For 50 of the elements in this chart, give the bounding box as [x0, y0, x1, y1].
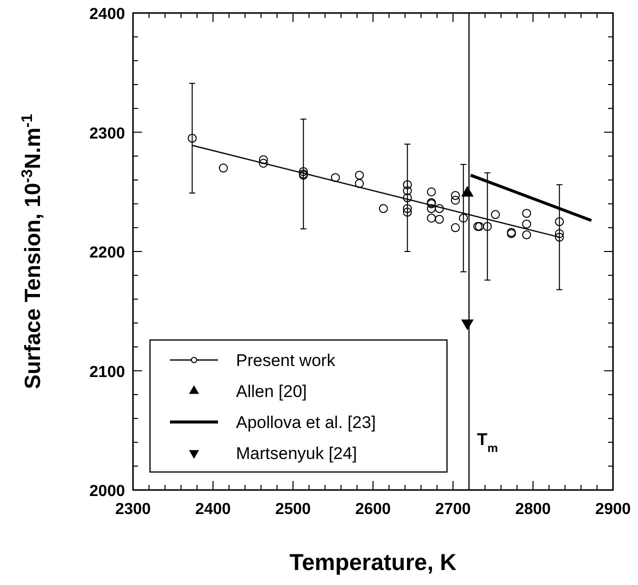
x-tick-label: 2900 [595, 501, 631, 518]
legend-label: Apollova et al. [23] [236, 413, 376, 432]
ref-line-label: T$_{m}$ [477, 430, 498, 455]
point [458, 214, 468, 223]
point [402, 186, 412, 196]
point [522, 220, 532, 229]
x-axis-title: Temperature, K [289, 549, 457, 575]
x-tick-label: 2600 [355, 501, 391, 518]
point [522, 208, 532, 218]
point [258, 155, 268, 164]
point [554, 217, 564, 226]
point [378, 204, 388, 214]
point [490, 210, 500, 220]
point [426, 214, 436, 223]
point [482, 222, 492, 231]
x-tick-label: 2700 [435, 501, 471, 518]
point [258, 158, 268, 168]
point [354, 170, 364, 180]
point [462, 319, 474, 330]
point [434, 214, 444, 224]
point [330, 173, 340, 182]
point [522, 230, 532, 240]
legend-label: Present work [236, 351, 336, 370]
point [426, 187, 436, 196]
x-tick-label: 2800 [515, 501, 551, 518]
y-tick-label: 2100 [89, 364, 126, 381]
point [354, 179, 364, 188]
point [554, 232, 564, 242]
y-tick-label: 2000 [89, 483, 126, 500]
x-tick-label: 2400 [195, 501, 231, 518]
point [402, 208, 412, 217]
point [450, 223, 460, 232]
y-tick-label: 2400 [89, 6, 126, 23]
x-tick-label: 2500 [275, 501, 311, 518]
point [402, 204, 412, 214]
y-tick-label: 2300 [89, 125, 126, 142]
point [188, 134, 197, 143]
point [426, 204, 436, 214]
point [450, 196, 460, 205]
point [434, 204, 444, 214]
point [218, 164, 228, 173]
point [554, 229, 564, 238]
legend-label: Allen [20] [236, 382, 307, 401]
x-tick-label: 2300 [115, 501, 151, 518]
point [450, 190, 460, 200]
legend-label: Martsenyuk [24] [236, 444, 357, 463]
point [402, 180, 412, 190]
point [402, 193, 412, 202]
y-tick-label: 2200 [89, 244, 126, 262]
point [298, 167, 308, 176]
